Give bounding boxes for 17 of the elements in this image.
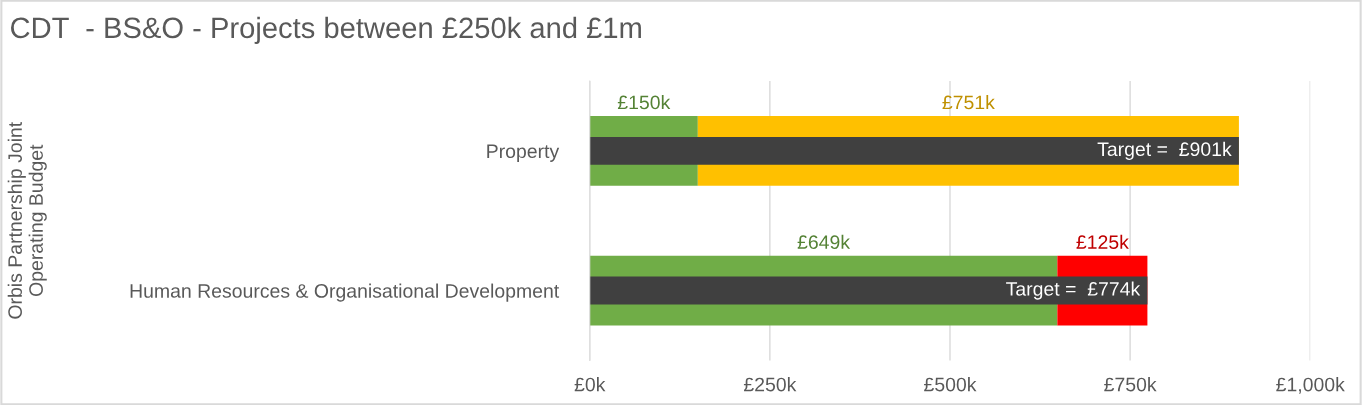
data-label: £125k	[1076, 234, 1129, 250]
x-tick-label: £250k	[743, 377, 797, 392]
data-label: £649k	[797, 234, 851, 250]
y-tick-label: Human Resources & Organisational Development	[130, 283, 560, 302]
data-label: £751k	[942, 95, 995, 110]
bar	[589, 276, 1148, 305]
y-tick-label: Property	[487, 144, 560, 162]
x-tick-label: £0k	[574, 377, 606, 392]
data-label: Target = £901k	[1097, 141, 1232, 160]
x-tick-label: £750k	[1104, 377, 1157, 392]
data-label: Target = £774k	[1006, 281, 1141, 300]
data-label: £150k	[617, 95, 671, 110]
bar	[589, 136, 1239, 165]
text: CDT - BS&O - Projects between £250k and £1m	[11, 16, 641, 44]
x-tick-label: £500k	[924, 377, 977, 392]
x-tick-label: £1,000k	[1276, 377, 1345, 394]
y-axis-title: Orbis Partnership Joint Operating Budget	[7, 121, 47, 319]
